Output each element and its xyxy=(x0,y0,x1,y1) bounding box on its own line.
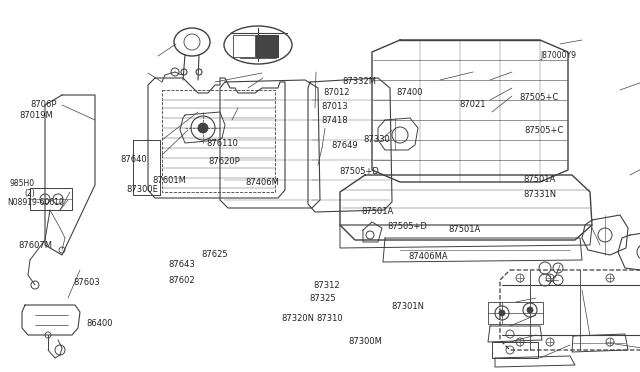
Text: 87501A: 87501A xyxy=(448,225,480,234)
Text: 87640: 87640 xyxy=(120,155,147,164)
Text: 87331N: 87331N xyxy=(524,190,557,199)
Text: 87418: 87418 xyxy=(321,116,348,125)
Text: 87406MA: 87406MA xyxy=(408,252,448,261)
Text: 87603: 87603 xyxy=(74,278,100,287)
Text: 876110: 876110 xyxy=(206,139,238,148)
Text: 87012: 87012 xyxy=(323,88,349,97)
Circle shape xyxy=(499,310,505,316)
Text: 985H0: 985H0 xyxy=(10,179,35,188)
Text: (2): (2) xyxy=(24,189,35,198)
Text: 87505+D: 87505+D xyxy=(339,167,379,176)
Text: 86400: 86400 xyxy=(86,319,113,328)
Text: 87406M: 87406M xyxy=(245,178,279,187)
Text: 87643: 87643 xyxy=(168,260,195,269)
Text: 87602: 87602 xyxy=(168,276,195,285)
Text: 87505+C: 87505+C xyxy=(520,93,559,102)
Text: 87310: 87310 xyxy=(316,314,343,323)
Text: 87400: 87400 xyxy=(397,88,423,97)
Text: 87332M: 87332M xyxy=(342,77,376,86)
Text: 87601M: 87601M xyxy=(152,176,186,185)
Text: 87501A: 87501A xyxy=(524,175,556,184)
Text: 87320N: 87320N xyxy=(282,314,315,323)
Text: J87000Y9: J87000Y9 xyxy=(541,51,577,60)
Text: 87649: 87649 xyxy=(332,141,358,150)
Text: 87620P: 87620P xyxy=(208,157,240,166)
Circle shape xyxy=(198,123,208,133)
Text: 87330: 87330 xyxy=(363,135,390,144)
Text: 87019M: 87019M xyxy=(19,111,53,120)
Text: 87505+D: 87505+D xyxy=(387,222,427,231)
Bar xyxy=(488,302,543,324)
Text: 87501A: 87501A xyxy=(362,207,394,216)
Text: 87301N: 87301N xyxy=(392,302,425,311)
Text: 87625: 87625 xyxy=(202,250,228,259)
Text: 87021: 87021 xyxy=(460,100,486,109)
Text: 87325: 87325 xyxy=(309,294,336,303)
Bar xyxy=(256,35,278,57)
Bar xyxy=(256,35,278,57)
Text: 8706P: 8706P xyxy=(31,100,57,109)
Text: 87300M: 87300M xyxy=(349,337,383,346)
Text: 87300E: 87300E xyxy=(127,185,159,194)
Text: N08919-60610: N08919-60610 xyxy=(8,198,65,207)
Text: 87312: 87312 xyxy=(314,281,340,290)
Bar xyxy=(233,35,255,57)
Circle shape xyxy=(527,307,533,313)
Text: 87505+C: 87505+C xyxy=(525,126,564,135)
Text: 87013: 87013 xyxy=(321,102,348,110)
Text: 87607M: 87607M xyxy=(18,241,52,250)
